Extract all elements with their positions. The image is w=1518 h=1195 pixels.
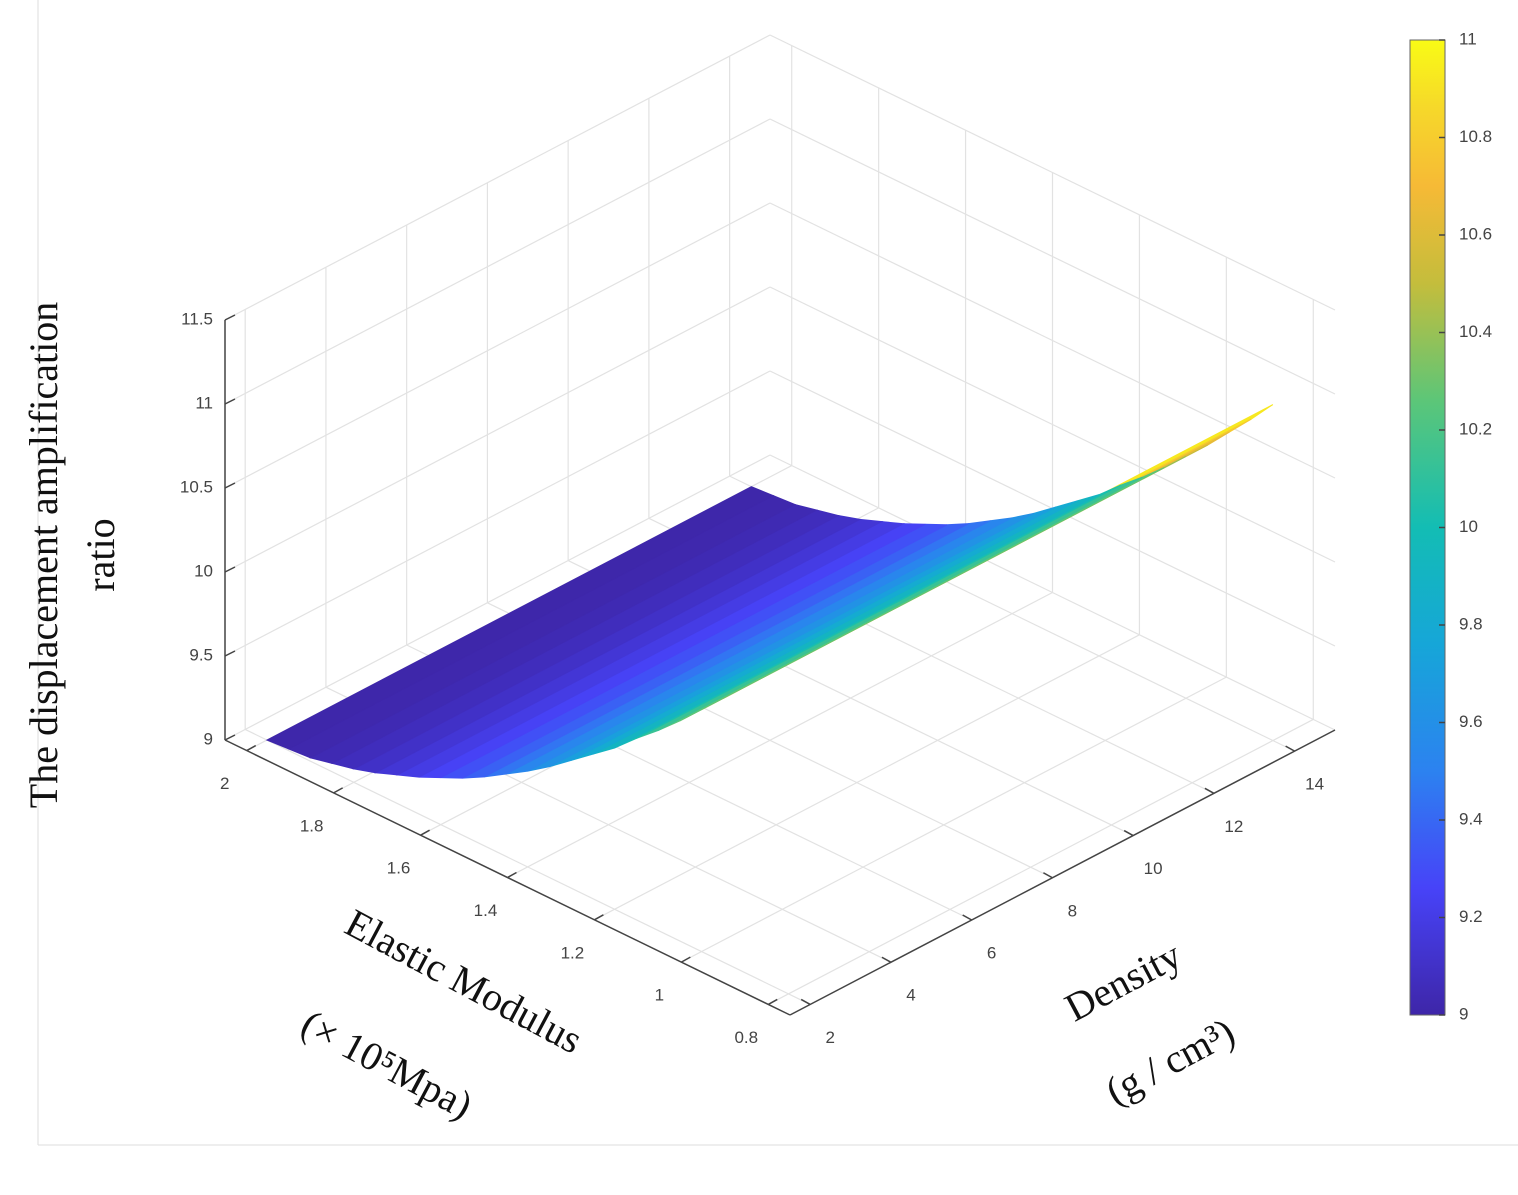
z-axis-label: ratio (78, 518, 123, 591)
y-tick (1285, 745, 1295, 752)
y-tick-label: 10 (1144, 859, 1163, 878)
y-axis-label: Density (1057, 932, 1188, 1030)
z-tick-label: 11 (195, 393, 213, 412)
x-tick (767, 998, 778, 1006)
x-tick-label: 1.4 (474, 901, 498, 920)
z-tick (224, 650, 236, 657)
colorbar-tick-label: 10.4 (1459, 322, 1492, 341)
grid-line (507, 591, 1053, 879)
x-tick (594, 914, 604, 921)
colorbar-tick-label: 11 (1459, 29, 1477, 48)
x-tick-label: 2 (220, 774, 229, 793)
colorbar-tick-label: 10 (1459, 517, 1478, 536)
grid-line (224, 34, 771, 321)
z-tick-label: 9.5 (189, 645, 213, 664)
x-tick (246, 744, 257, 752)
x-tick (333, 787, 344, 794)
grid-line (224, 286, 771, 573)
y-tick-label: 4 (906, 986, 915, 1005)
colorbar-tick-label: 10.8 (1459, 127, 1492, 146)
y-tick-label: 2 (825, 1028, 834, 1047)
grid-line (224, 454, 771, 741)
z-tick-label: 10.5 (180, 477, 213, 496)
z-tick-label: 10 (194, 561, 213, 580)
y-tick (1204, 787, 1215, 794)
grid-line (224, 370, 771, 657)
grid-line (594, 634, 1140, 921)
y-tick-label: 8 (1068, 901, 1077, 920)
y-tick-label: 14 (1305, 775, 1324, 794)
colorbar-tick-label: 9.6 (1459, 712, 1483, 731)
colorbar-tick-label: 10.6 (1459, 224, 1492, 243)
z-tick-label: 9 (204, 729, 213, 748)
x-axis-label: (× 10⁵Mpa) (294, 1001, 480, 1128)
x-tick (680, 956, 691, 963)
x-tick-label: 0.8 (734, 1028, 758, 1047)
x-tick-label: 1.8 (300, 816, 324, 835)
z-tick (224, 482, 236, 489)
z-tick (224, 566, 236, 573)
grid-line (769, 286, 1336, 563)
z-tick (224, 398, 236, 405)
y-tick-label: 12 (1224, 817, 1243, 836)
z-tick (224, 314, 236, 321)
y-axis-label: (g / cm³) (1098, 1009, 1242, 1114)
y-tick (881, 956, 892, 963)
colorbar-tick-label: 9 (1459, 1004, 1468, 1023)
colorbar-tick-label: 9.2 (1459, 907, 1483, 926)
x-tick-label: 1.2 (561, 943, 585, 962)
grid-line (769, 202, 1336, 479)
grid-line (224, 202, 771, 489)
y-tick-label: 6 (987, 943, 996, 962)
grid-line (769, 454, 1336, 731)
colorbar-tick-label: 9.4 (1459, 809, 1483, 828)
y-tick (1043, 872, 1053, 879)
colorbar-tick-label: 9.8 (1459, 614, 1483, 633)
grid-line (767, 718, 1314, 1005)
grid-line (769, 34, 1336, 311)
x-tick-label: 1.6 (387, 859, 411, 878)
y-tick (962, 914, 973, 921)
x-tick (507, 871, 517, 879)
grid-line (224, 118, 771, 405)
x-tick (420, 829, 430, 836)
z-axis-label: The displacement amplification (21, 302, 66, 808)
colorbar-tick-label: 10.2 (1459, 419, 1492, 438)
grid-line (681, 676, 1227, 963)
x-tick-label: 1 (655, 986, 664, 1005)
grid-line (769, 118, 1336, 395)
y-axis (789, 729, 1336, 1016)
z-tick (224, 734, 236, 741)
y-tick (1123, 829, 1134, 837)
y-tick (800, 998, 811, 1006)
z-tick-label: 11.5 (181, 309, 213, 328)
surface-cell (265, 486, 775, 750)
